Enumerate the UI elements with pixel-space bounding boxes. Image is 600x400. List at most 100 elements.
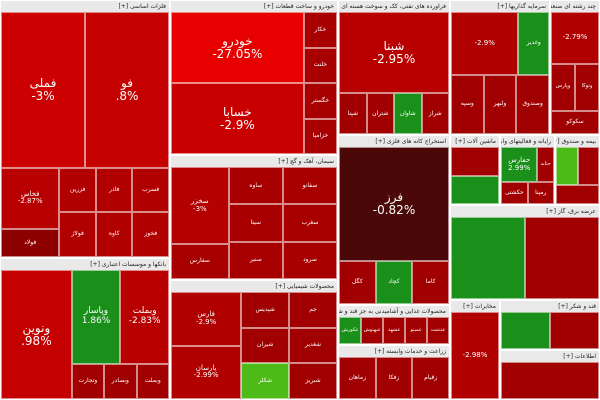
sector-block[interactable]: عرضه برق، گاز [+]: [450, 205, 600, 300]
stock-tile[interactable]: وبصادر: [104, 363, 137, 399]
stock-tile[interactable]: فاذر: [95, 167, 133, 213]
stock-tile[interactable]: [556, 185, 599, 204]
stock-tile[interactable]: وپاسار 1.86%: [71, 270, 121, 364]
sector-header[interactable]: بانکها و موسسات اعتباری [+]: [1, 259, 169, 270]
sector-block[interactable]: فلزات اساسی [+] فملی -3% فو .8% فخاس -2.87% فول…: [0, 0, 170, 258]
stock-tile[interactable]: شغدیر: [289, 327, 337, 364]
stock-tile[interactable]: سنیر: [228, 241, 283, 279]
sector-header[interactable]: ماشین آلات [+]: [451, 136, 499, 147]
stock-tile[interactable]: زفکا: [375, 357, 413, 399]
stock-tile[interactable]: سکوکو: [551, 110, 599, 134]
stock-tile[interactable]: سخزر -3%: [171, 167, 229, 244]
stock-tile[interactable]: سفانو: [282, 167, 337, 205]
stock-tile[interactable]: فزرین: [59, 167, 96, 213]
stock-tile[interactable]: -2.79%: [551, 12, 599, 64]
stock-tile[interactable]: جم: [289, 292, 337, 328]
stock-tile[interactable]: شراز: [421, 93, 449, 134]
stock-tile[interactable]: سغرب: [282, 204, 337, 242]
stock-tile[interactable]: [451, 217, 525, 299]
stock-tile[interactable]: فولاژ: [59, 212, 96, 257]
stock-tile[interactable]: -2.98%: [451, 312, 499, 399]
stock-tile[interactable]: فملی -3%: [1, 12, 85, 168]
stock-tile[interactable]: حتاید: [537, 147, 554, 183]
stock-tile[interactable]: شکلر: [241, 363, 290, 399]
sector-header[interactable]: بیمه و صندوق [+]: [556, 136, 599, 147]
stock-tile[interactable]: [501, 312, 550, 349]
stock-tile[interactable]: فخاس -2.87%: [1, 167, 60, 230]
stock-tile[interactable]: ونوین .98%: [1, 270, 72, 399]
stock-tile[interactable]: غکورش: [339, 317, 361, 344]
sector-header[interactable]: قند و شکر [+]: [501, 301, 599, 312]
sector-header[interactable]: زراعت و خدمات وابسته [+]: [339, 346, 449, 357]
sector-header[interactable]: فلزات اساسی [+]: [1, 1, 169, 12]
stock-tile[interactable]: [577, 147, 599, 185]
stock-tile[interactable]: پارسان -2.99%: [171, 345, 242, 399]
sector-header[interactable]: رایانه و فعالیتهای وابسته [+]: [501, 136, 554, 147]
sector-header[interactable]: محصولات شیمیایی [+]: [171, 281, 337, 292]
stock-tile[interactable]: شاوان: [394, 93, 422, 134]
sector-block[interactable]: رایانه و فعالیتهای وابسته [+]حفارس2.99%ح…: [500, 135, 555, 205]
stock-tile[interactable]: وغدیر: [518, 12, 549, 75]
stock-tile[interactable]: خسابا -2.9%: [171, 83, 304, 154]
sector-block[interactable]: قند و شکر [+]: [500, 300, 600, 350]
stock-tile[interactable]: خزامیا: [303, 118, 337, 154]
stock-tile[interactable]: فسرب: [132, 167, 169, 213]
stock-tile[interactable]: غبهنوش: [361, 317, 383, 344]
stock-tile[interactable]: ولبهر: [483, 74, 517, 134]
stock-tile[interactable]: حکشتی: [501, 182, 528, 204]
stock-tile[interactable]: سرود: [282, 241, 337, 279]
stock-tile[interactable]: فولاد: [1, 229, 60, 257]
stock-tile[interactable]: سیتا: [228, 204, 283, 242]
stock-tile[interactable]: وسپه: [451, 74, 484, 134]
stock-tile[interactable]: سفارس: [171, 244, 229, 279]
sector-block[interactable]: محصولات غذایی و آشامیدنی به جز قند و شکر…: [338, 305, 450, 345]
sector-header[interactable]: فراورده های نفتی، کک و سوخت هسته ای [+]: [339, 1, 449, 12]
stock-tile[interactable]: وصندوق: [516, 74, 549, 134]
sector-block[interactable]: زراعت و خدمات وابسته [+] زماهان زفکا زقیام: [338, 345, 450, 400]
stock-tile[interactable]: رمپنا: [527, 182, 554, 204]
sector-block[interactable]: سرمایه گذاریها [+] -2.9% وغدیر وسپه ولبهر وصن…: [450, 0, 550, 135]
sector-header[interactable]: اطلاعات [+]: [501, 351, 599, 362]
sector-header[interactable]: سیمان، آهک و گچ [+]: [171, 156, 337, 167]
stock-tile[interactable]: [451, 175, 499, 204]
stock-tile[interactable]: وبملت: [136, 363, 169, 399]
stock-tile[interactable]: خکار: [303, 12, 337, 48]
sector-block[interactable]: بیمه و صندوق [+]: [555, 135, 600, 205]
sector-block[interactable]: استخراج کانه های فلزی [+] فرز -0.82% کگل کچا…: [338, 135, 450, 305]
stock-tile[interactable]: خگستر: [303, 83, 337, 119]
sector-block[interactable]: سیمان، آهک و گچ [+] سخزر -3% سفارس ساوه سفانو…: [170, 155, 338, 280]
stock-tile[interactable]: زماهان: [339, 357, 376, 399]
stock-tile[interactable]: کگل: [339, 261, 376, 304]
stock-tile[interactable]: [451, 147, 499, 176]
stock-tile[interactable]: [550, 312, 599, 349]
stock-tile[interactable]: [501, 362, 599, 399]
stock-tile[interactable]: خلنت: [303, 47, 337, 83]
stock-tile[interactable]: -2.9%: [451, 12, 519, 75]
stock-tile[interactable]: شیران: [241, 327, 290, 364]
sector-block[interactable]: بانکها و موسسات اعتباری [+] ونوین .98% وپاس…: [0, 258, 170, 400]
stock-tile[interactable]: غدشت: [427, 317, 449, 344]
sector-block[interactable]: محصولات شیمیایی [+] فارس -2.9% پارسان -2.99%…: [170, 280, 338, 400]
stock-tile[interactable]: ساوه: [228, 167, 283, 205]
stock-tile[interactable]: وتجارت: [71, 363, 105, 399]
stock-tile[interactable]: غمینو: [405, 317, 427, 344]
sector-header[interactable]: خودرو و ساخت قطعات [+]: [171, 1, 337, 12]
stock-tile[interactable]: کاما: [412, 261, 449, 304]
sector-header[interactable]: محصولات غذایی و آشامیدنی به جز قند و شکر…: [339, 306, 449, 317]
stock-tile[interactable]: [525, 217, 599, 299]
stock-tile[interactable]: شتران: [366, 93, 394, 134]
stock-tile[interactable]: فو .8%: [85, 12, 169, 168]
sector-block[interactable]: فراورده های نفتی، کک و سوخت هسته ای [+] ش…: [338, 0, 450, 135]
sector-header[interactable]: عرضه برق، گاز [+]: [451, 206, 599, 217]
stock-tile[interactable]: کاوه: [95, 212, 133, 257]
sector-header[interactable]: چند رشته ای صنعتی [+]: [551, 1, 599, 12]
stock-tile[interactable]: شبریز: [289, 363, 337, 399]
stock-tile[interactable]: فخوز: [132, 212, 169, 257]
stock-tile[interactable]: فارس -2.9%: [171, 292, 242, 346]
stock-tile[interactable]: خودرو -27.05%: [171, 12, 304, 83]
stock-tile[interactable]: شپدیس: [241, 292, 290, 328]
sector-header[interactable]: سرمایه گذاریها [+]: [451, 1, 549, 12]
stock-tile[interactable]: فرز -0.82%: [339, 147, 449, 262]
sector-block[interactable]: خودرو و ساخت قطعات [+] خودرو -27.05% خسابا -…: [170, 0, 338, 155]
sector-header[interactable]: استخراج کانه های فلزی [+]: [339, 136, 449, 147]
